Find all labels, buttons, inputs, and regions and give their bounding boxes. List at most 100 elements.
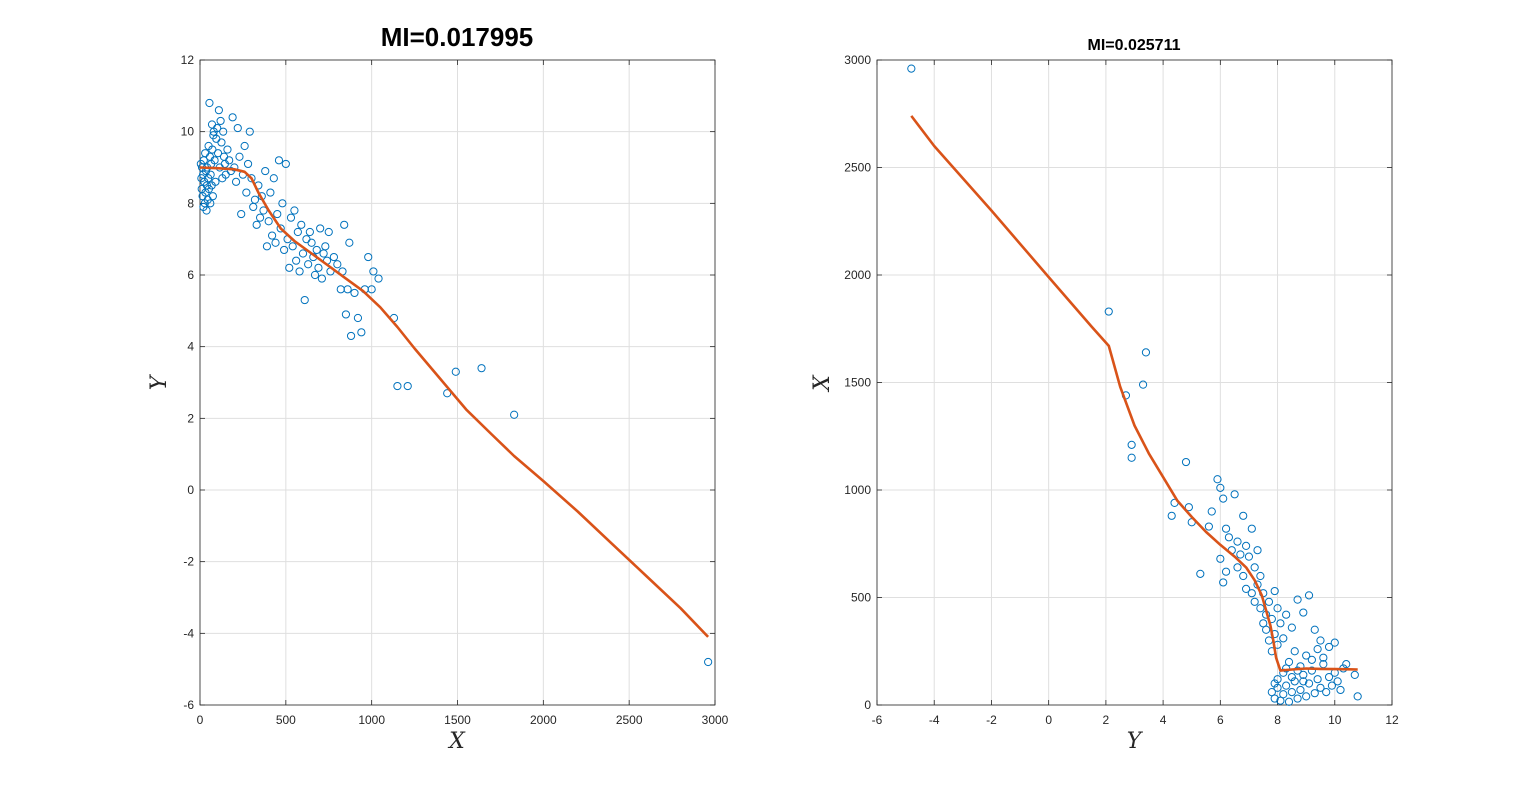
right-x-tick-label: -2 [986,713,997,727]
left-scatter-point [340,220,349,229]
right-scatter-point [1264,597,1274,606]
right-scatter-point [1313,645,1322,654]
left-scatter-point [281,159,290,169]
right-scatter-point [1256,571,1265,581]
right-scatter-point [1287,688,1296,697]
right-scatter-point [1322,688,1331,697]
left-scatter-point [350,288,359,298]
axes-right: -6 -4 -2 0 2 4 6 8 10 12 0 500 1000 1500 2000 2500 3000… [810,37,1399,754]
left-y-tick-label: 6 [187,268,194,282]
left-scatter-point [208,145,217,154]
right-scatter-point [1244,552,1254,561]
left-scatter-point [211,177,220,186]
left-scatter-point [300,295,309,305]
right-scatter-point [1250,563,1259,572]
left-scatter-point [213,149,223,158]
left-y-tick-label: 8 [187,196,194,210]
right-scatter-point [1167,511,1176,520]
right-y-tick-label: 2500 [844,161,871,175]
left-scatter-point [245,127,254,136]
left-scatter-point [210,156,219,165]
right-scatter-point [1236,550,1245,559]
left-x-axis-label: X [447,729,466,754]
left-scatter-point [213,123,222,133]
left-scatter-point [273,209,282,219]
left-chart-title: MI=0.017995 [381,22,534,52]
left-scatter-point [298,249,308,258]
left-scatter-point [292,256,301,265]
right-x-tick-label: -4 [929,713,940,727]
right-chart-title: MI=0.025711 [1088,37,1181,54]
left-scatter-point [202,206,211,215]
left-scatter-point [341,310,351,319]
left-scatter-point [274,156,284,165]
left-y-tick-label: 4 [187,340,194,354]
right-scatter-point [907,64,916,73]
left-x-tick-label: 2500 [616,713,643,727]
right-scatter-point [1216,554,1225,563]
left-scatter-point [314,263,323,272]
right-scatter-point [1293,694,1302,703]
left-scatter-point [231,177,241,186]
left-y-tick-label: -2 [183,555,194,569]
left-scatter-point [271,238,280,247]
left-x-tick-label: 500 [276,713,296,727]
right-x-tick-label: 12 [1385,713,1399,727]
left-scatter-point [288,242,297,251]
left-scatter-point [307,238,316,247]
left-scatter-point [297,220,306,229]
left-scatter-point [250,195,260,204]
left-scatter-point [230,163,239,172]
left-scatter-point [357,328,366,337]
right-scatter-point [1282,610,1291,619]
right-scatter-point [1253,546,1262,555]
left-x-tick-label: 0 [197,713,204,727]
right-scatter-point [1219,494,1228,503]
right-scatter-point [1262,625,1271,634]
left-scatter-point [312,245,321,255]
left-scatter-point [269,174,278,183]
left-scatter-point [346,331,356,341]
right-y-tick-label: 2000 [844,268,871,282]
right-plot-marks [907,64,1362,706]
right-scatter-point [1239,511,1248,520]
left-x-ticks: 0 500 1000 1500 2000 2500 3000 [197,60,729,727]
right-scatter-point [1290,677,1299,686]
right-scatter-point [1196,569,1205,578]
left-scatter-point [374,274,383,283]
left-scatter-point [216,116,225,126]
right-y-tick-label: 1500 [844,376,871,390]
left-scatter-point [240,141,249,151]
right-scatter-point [1310,689,1319,698]
right-scatter-point [1239,571,1248,581]
right-scatter-point [1250,597,1259,606]
right-scatter-point [1287,672,1296,682]
left-scatter-point [225,156,234,165]
right-scatter-point [1313,675,1322,684]
left-y-axis-label: Y [147,373,172,390]
right-scatter-point [1219,578,1228,587]
right-scatter-point [1247,524,1256,533]
left-scatter-point [219,127,228,136]
right-scatter-point [1270,586,1279,596]
left-y-tick-label: 2 [187,411,194,425]
left-scatter-point [324,227,333,237]
right-scatter-point [1333,677,1342,686]
right-scatter-point [1276,619,1285,628]
right-scatter-point [1184,503,1193,512]
right-x-tick-label: -6 [872,713,883,727]
left-scatter-point [255,213,265,222]
left-scatter-point [266,188,275,197]
right-scatter-point [1216,483,1225,492]
right-y-axis-label: X [810,374,835,393]
left-scatter-point [345,238,354,247]
left-x-tick-label: 3000 [702,713,729,727]
right-scatter-point [1127,453,1136,462]
right-scatter-point [1141,348,1151,357]
right-scatter-point [1233,537,1242,546]
left-scatter-point [293,227,302,237]
right-scatter-point [1230,490,1239,499]
left-scatter-point [333,260,342,269]
left-scatter-point [235,152,244,161]
